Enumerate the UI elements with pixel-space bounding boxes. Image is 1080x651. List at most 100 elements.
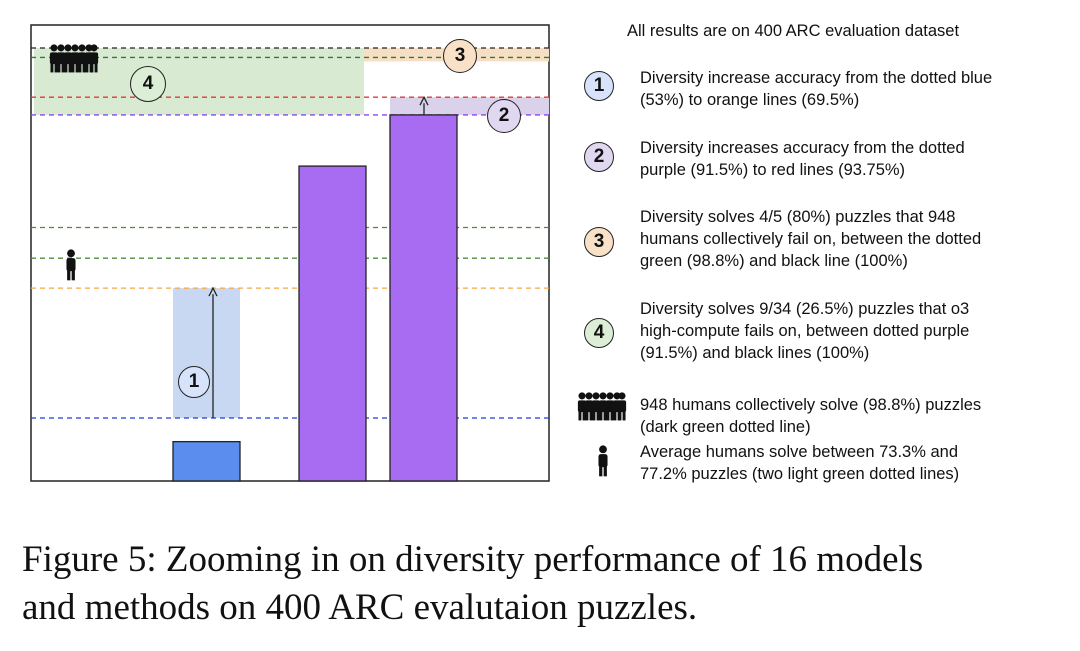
group-person-0-2-head: [64, 44, 72, 52]
group-person-1-3-body: [598, 400, 608, 413]
purple-band: [390, 97, 549, 115]
group-person-0-5-head: [85, 44, 93, 52]
caption-line-1: Figure 5: Zooming in on diversity perfor…: [22, 539, 924, 580]
group-person-0-6-head: [90, 44, 98, 52]
group-person-1-6-body: [617, 400, 627, 413]
group-person-1-4-head: [606, 392, 614, 400]
legend-text: 77.2% puzzles (two light green dotted li…: [640, 465, 960, 483]
group-person-0-4-leg-l: [78, 62, 82, 73]
legend-item-1: Diversity increase accuracy from the dot…: [640, 67, 1070, 111]
group-person-0-0-leg-l: [50, 62, 54, 73]
group-person-1-6-head: [618, 392, 626, 400]
person-shape-1-body: [598, 454, 608, 468]
group-person-0-3-leg-r: [75, 62, 79, 73]
group-person-0-1-leg-l: [57, 62, 61, 73]
group-person-0-1-body: [56, 52, 66, 65]
group-person-1-2-leg-l: [592, 410, 596, 421]
blue-band: [173, 288, 240, 419]
group-person-1-5-leg-l: [613, 410, 617, 421]
group-person-0-1-leg-r: [61, 62, 65, 73]
group-person-0-6-body: [89, 52, 99, 65]
group-person-0-4-leg-r: [82, 62, 86, 73]
group-person-0-2-body: [63, 52, 73, 65]
group-person-1-1-head: [585, 392, 593, 400]
group-person-1-3-leg-l: [599, 410, 603, 421]
legend-text: (dark green dotted line): [640, 418, 811, 436]
legend-text: Average humans solve between 73.3% and: [640, 443, 958, 461]
group-person-1-1-leg-l: [585, 410, 589, 421]
legend-item-6: Average humans solve between 73.3% and 7…: [640, 441, 1070, 485]
legend-item-2: Diversity increases accuracy from the do…: [640, 137, 1070, 181]
legend-item-5: 948 humans collectively solve (98.8%) pu…: [640, 394, 1070, 438]
legend-single-human-icon: [596, 444, 610, 483]
legend-group-of-humans-icon: [577, 390, 627, 429]
group-person-0-3-leg-l: [71, 62, 75, 73]
group-person-1-4-body: [605, 400, 615, 413]
single-human-icon: [64, 248, 78, 287]
group-person-1-1-body: [584, 400, 594, 413]
group-person-1-0-leg-l: [578, 410, 582, 421]
person-shape-0-leg-r: [71, 269, 75, 281]
group-person-1-1-leg-r: [589, 410, 593, 421]
group-of-humans-icon: [49, 42, 99, 81]
group-person-1-0-leg-r: [582, 410, 586, 421]
legend-text: (53%) to orange lines (69.5%): [640, 91, 860, 109]
chart-badge-1: 1: [178, 366, 210, 398]
group-person-1-2-leg-r: [596, 410, 600, 421]
legend-badge-2: 2: [584, 142, 614, 172]
legend-text: Diversity increases accuracy from the do…: [640, 139, 965, 157]
group-person-0-2-leg-l: [64, 62, 68, 73]
legend-text: high-compute fails on, between dotted pu…: [640, 322, 970, 340]
group-person-0-6-leg-r: [94, 62, 98, 73]
legend-badge-4: 4: [584, 318, 614, 348]
legend-text: (91.5%) and black lines (100%): [640, 344, 870, 362]
group-person-0-3-body: [70, 52, 80, 65]
group-person-0-4-body: [77, 52, 87, 65]
legend-text: green (98.8%) and black line (100%): [640, 252, 908, 270]
arrow-2-head: [419, 95, 429, 106]
legend-text: purple (91.5%) to red lines (93.75%): [640, 161, 906, 179]
legend-text: Diversity increase accuracy from the dot…: [640, 69, 993, 87]
person-shape-0-head: [67, 249, 75, 258]
chart-badge-4: 4: [130, 66, 166, 102]
group-person-1-3-leg-r: [603, 410, 607, 421]
group-person-0-0-head: [50, 44, 58, 52]
group-person-1-0-head: [578, 392, 586, 400]
group-person-1-6-leg-r: [622, 410, 626, 421]
bar-0: [172, 440, 241, 482]
caption-line-2: and methods on 400 ARC evalutaion puzzle…: [22, 587, 698, 628]
group-person-0-4-head: [78, 44, 86, 52]
legend-text: 948 humans collectively solve (98.8%) pu…: [640, 396, 982, 414]
figure-caption: Figure 5: Zooming in on diversity perfor…: [22, 536, 923, 632]
group-person-1-3-head: [599, 392, 607, 400]
person-shape-1-leg-r: [603, 465, 607, 477]
person-shape-0-body: [66, 258, 76, 272]
group-person-1-5-head: [613, 392, 621, 400]
person-shape-1-leg-l: [599, 465, 603, 477]
legend-item-3: Diversity solves 4/5 (80%) puzzles that …: [640, 206, 1070, 272]
bar-1: [298, 165, 367, 482]
group-person-1-4-leg-l: [606, 410, 610, 421]
legend-badge-3: 3: [584, 227, 614, 257]
legend-text: Diversity solves 4/5 (80%) puzzles that …: [640, 208, 956, 226]
legend-text: humans collectively fail on, between the…: [640, 230, 982, 248]
chart-area: [30, 24, 550, 482]
person-shape-1-head: [599, 445, 607, 454]
group-person-0-0-leg-r: [54, 62, 58, 73]
arrow-1-head: [208, 286, 218, 297]
group-person-1-0-body: [577, 400, 587, 413]
legend-text: Diversity solves 9/34 (26.5%) puzzles th…: [640, 300, 970, 318]
group-person-1-6-leg-l: [618, 410, 622, 421]
legend-item-4: Diversity solves 9/34 (26.5%) puzzles th…: [640, 298, 1070, 364]
group-person-1-4-leg-r: [610, 410, 614, 421]
chart-badge-2: 2: [487, 99, 521, 133]
group-person-0-1-head: [57, 44, 65, 52]
group-person-0-5-leg-l: [85, 62, 89, 73]
legend-badge-1: 1: [584, 71, 614, 101]
bar-2: [389, 114, 458, 482]
chart-badge-3: 3: [443, 39, 477, 73]
group-person-0-2-leg-r: [68, 62, 72, 73]
group-person-0-0-body: [49, 52, 59, 65]
legend-header: All results are on 400 ARC evaluation da…: [627, 22, 960, 40]
group-person-0-6-leg-l: [90, 62, 94, 73]
